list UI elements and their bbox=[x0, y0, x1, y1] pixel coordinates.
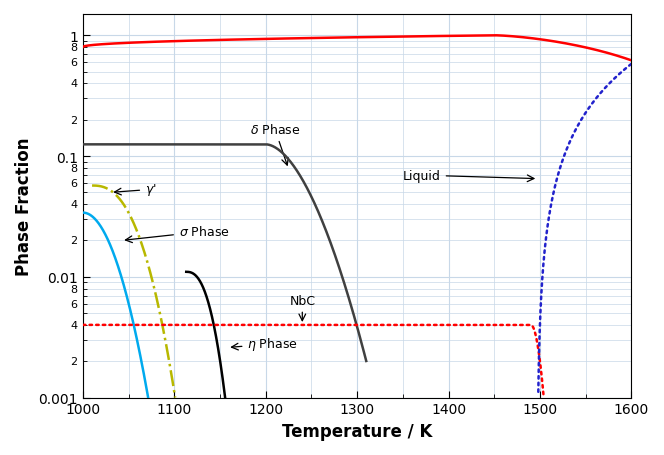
Text: 8: 8 bbox=[70, 284, 78, 294]
Text: 2: 2 bbox=[70, 236, 78, 246]
Text: Liquid: Liquid bbox=[403, 169, 534, 182]
Text: NbC: NbC bbox=[290, 294, 315, 321]
Text: 8: 8 bbox=[70, 163, 78, 173]
Text: 4: 4 bbox=[70, 79, 78, 89]
Text: 8: 8 bbox=[70, 43, 78, 53]
Text: 2: 2 bbox=[70, 116, 78, 126]
X-axis label: Temperature / K: Temperature / K bbox=[282, 422, 432, 440]
Text: 4: 4 bbox=[70, 200, 78, 210]
Text: 2: 2 bbox=[70, 356, 78, 366]
Text: $\delta$ Phase: $\delta$ Phase bbox=[250, 123, 300, 166]
Text: 6: 6 bbox=[70, 58, 78, 68]
Text: $\eta$ Phase: $\eta$ Phase bbox=[232, 336, 298, 353]
Y-axis label: Phase Fraction: Phase Fraction bbox=[15, 137, 33, 275]
Text: $\sigma$ Phase: $\sigma$ Phase bbox=[125, 225, 230, 243]
Text: 4: 4 bbox=[70, 320, 78, 330]
Text: $\gamma$': $\gamma$' bbox=[114, 182, 157, 198]
Text: 6: 6 bbox=[70, 299, 78, 309]
Text: 6: 6 bbox=[70, 178, 78, 188]
